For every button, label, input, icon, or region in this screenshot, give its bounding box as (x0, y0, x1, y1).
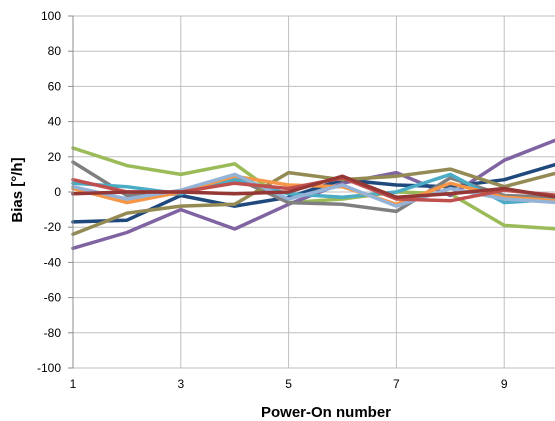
series-lines (71, 138, 555, 251)
y-axis-title: Bias [°/h] (9, 157, 26, 222)
y-tick-label: 0 (54, 185, 61, 199)
x-tick-label: 7 (393, 377, 400, 391)
x-tick-label: 9 (501, 377, 508, 391)
axes: 100 80 60 40 20 0 -20 -40 -60 -80 -100 1 3 5 7 9 (37, 9, 508, 391)
series-line-1 (71, 146, 555, 231)
series-line-5 (71, 167, 555, 236)
y-tick-label: 40 (48, 115, 62, 129)
y-tick-label: -40 (44, 255, 62, 269)
y-tick-label: -20 (44, 220, 62, 234)
x-tick-label: 3 (177, 377, 184, 391)
y-tick-label: 80 (48, 44, 62, 58)
y-tick-label: 60 (48, 79, 62, 93)
series-line-10 (71, 174, 555, 200)
y-tick-label: -80 (44, 326, 62, 340)
y-tick-label: 100 (41, 9, 61, 23)
x-tick-label: 1 (70, 377, 77, 391)
x-axis-title: Power-On number (261, 404, 391, 421)
y-tick-label: 20 (48, 150, 62, 164)
y-tick-label: -60 (44, 291, 62, 305)
y-tick-label: -100 (37, 361, 61, 375)
x-tick-label: 5 (285, 377, 292, 391)
